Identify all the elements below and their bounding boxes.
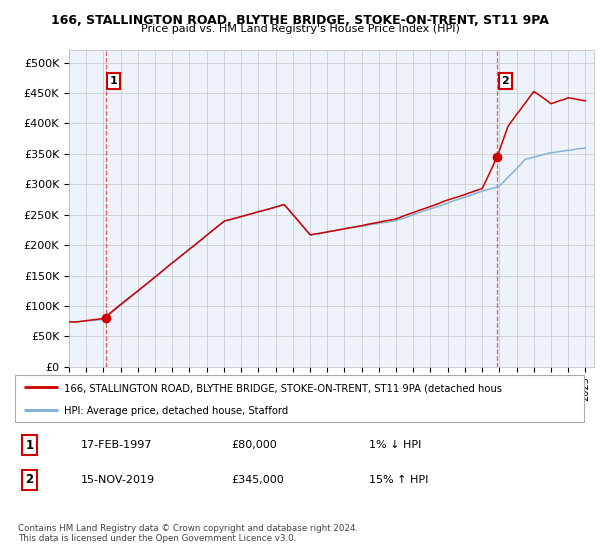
Text: 1% ↓ HPI: 1% ↓ HPI (369, 440, 421, 450)
Text: 166, STALLINGTON ROAD, BLYTHE BRIDGE, STOKE-ON-TRENT, ST11 9PA: 166, STALLINGTON ROAD, BLYTHE BRIDGE, ST… (51, 14, 549, 27)
Text: 1: 1 (110, 76, 118, 86)
Text: £80,000: £80,000 (231, 440, 277, 450)
Text: 1: 1 (25, 438, 34, 451)
Text: 15-NOV-2019: 15-NOV-2019 (81, 475, 155, 485)
Text: Price paid vs. HM Land Registry's House Price Index (HPI): Price paid vs. HM Land Registry's House … (140, 24, 460, 34)
Text: 17-FEB-1997: 17-FEB-1997 (81, 440, 152, 450)
Text: 166, STALLINGTON ROAD, BLYTHE BRIDGE, STOKE-ON-TRENT, ST11 9PA (detached hous: 166, STALLINGTON ROAD, BLYTHE BRIDGE, ST… (64, 383, 502, 393)
Text: 2: 2 (25, 473, 34, 486)
Text: HPI: Average price, detached house, Stafford: HPI: Average price, detached house, Staf… (64, 407, 288, 417)
Text: 2: 2 (502, 76, 509, 86)
FancyBboxPatch shape (15, 375, 584, 422)
Text: 15% ↑ HPI: 15% ↑ HPI (369, 475, 428, 485)
Text: Contains HM Land Registry data © Crown copyright and database right 2024.
This d: Contains HM Land Registry data © Crown c… (18, 524, 358, 543)
Text: £345,000: £345,000 (231, 475, 284, 485)
